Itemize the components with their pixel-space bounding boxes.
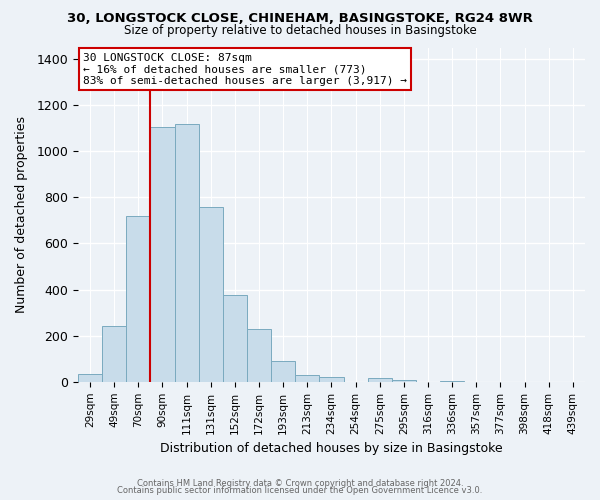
Bar bbox=[392, 380, 416, 382]
Text: Size of property relative to detached houses in Basingstoke: Size of property relative to detached ho… bbox=[124, 24, 476, 37]
Bar bbox=[126, 216, 151, 382]
Bar bbox=[319, 377, 344, 382]
Text: Contains HM Land Registry data © Crown copyright and database right 2024.: Contains HM Land Registry data © Crown c… bbox=[137, 478, 463, 488]
Bar bbox=[175, 124, 199, 382]
X-axis label: Distribution of detached houses by size in Basingstoke: Distribution of detached houses by size … bbox=[160, 442, 503, 455]
Bar bbox=[368, 378, 392, 382]
Bar bbox=[247, 329, 271, 382]
Bar bbox=[295, 375, 319, 382]
Bar bbox=[223, 296, 247, 382]
Bar bbox=[271, 361, 295, 382]
Bar bbox=[199, 206, 223, 382]
Y-axis label: Number of detached properties: Number of detached properties bbox=[15, 116, 28, 313]
Bar bbox=[102, 326, 126, 382]
Bar bbox=[440, 380, 464, 382]
Text: Contains public sector information licensed under the Open Government Licence v3: Contains public sector information licen… bbox=[118, 486, 482, 495]
Bar bbox=[151, 127, 175, 382]
Text: 30, LONGSTOCK CLOSE, CHINEHAM, BASINGSTOKE, RG24 8WR: 30, LONGSTOCK CLOSE, CHINEHAM, BASINGSTO… bbox=[67, 12, 533, 26]
Text: 30 LONGSTOCK CLOSE: 87sqm
← 16% of detached houses are smaller (773)
83% of semi: 30 LONGSTOCK CLOSE: 87sqm ← 16% of detac… bbox=[83, 52, 407, 86]
Bar bbox=[78, 374, 102, 382]
